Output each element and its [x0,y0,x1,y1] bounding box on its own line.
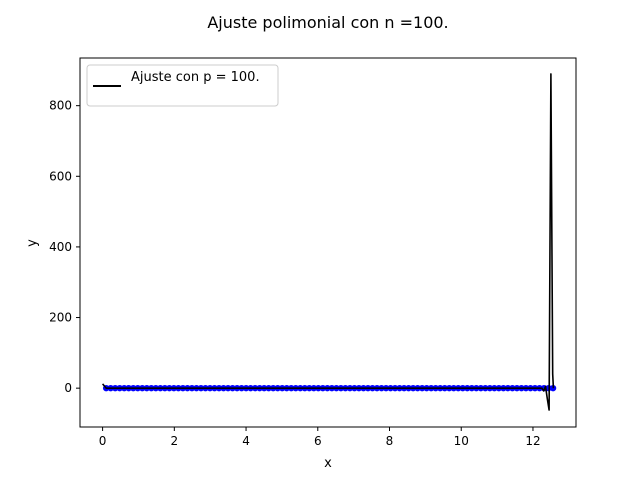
x-tick-label: 4 [242,434,250,448]
x-axis-label: x [324,456,332,471]
y-axis-label: y [25,239,40,247]
legend-box [86,64,279,107]
legend: Ajuste con p = 100. [86,64,279,107]
legend-label: Ajuste con p = 100. [131,70,260,85]
y-tick-label: 200 [49,311,72,325]
x-tick-label: 0 [99,434,107,448]
x-tick-label: 8 [386,434,394,448]
y-tick-label: 800 [49,99,72,113]
y-tick-label: 0 [64,381,72,395]
x-axis-ticks: 0 2 4 6 8 10 12 [99,427,541,448]
x-tick-label: 10 [454,434,469,448]
chart-title: Ajuste polimonial con n =100. [207,13,448,32]
x-tick-label: 12 [525,434,540,448]
x-tick-label: 2 [171,434,179,448]
y-axis-ticks: 0 200 400 600 800 [49,99,80,395]
x-tick-label: 6 [314,434,322,448]
axes-frame [79,57,577,428]
y-tick-label: 600 [49,169,72,183]
plot-area [101,73,557,411]
fit-line [101,73,555,411]
y-tick-label: 400 [49,240,72,254]
